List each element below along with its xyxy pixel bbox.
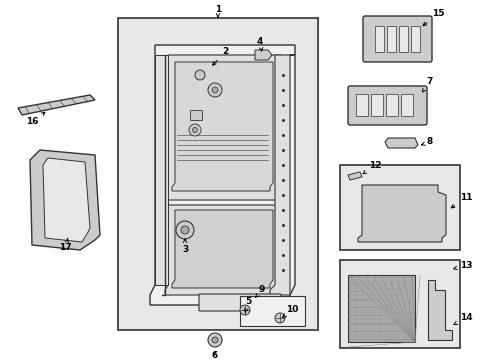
FancyBboxPatch shape	[348, 86, 427, 125]
Text: 7: 7	[422, 77, 433, 92]
Text: 11: 11	[451, 194, 472, 208]
Polygon shape	[385, 138, 418, 148]
Polygon shape	[165, 55, 281, 200]
Polygon shape	[172, 62, 273, 191]
Text: 9: 9	[256, 285, 265, 297]
Polygon shape	[150, 45, 295, 305]
Circle shape	[208, 333, 222, 347]
Bar	[386, 94, 398, 116]
Polygon shape	[165, 205, 281, 295]
Text: 4: 4	[257, 37, 263, 51]
Text: 3: 3	[182, 239, 188, 255]
Text: 8: 8	[421, 138, 433, 147]
Circle shape	[240, 305, 250, 315]
Circle shape	[275, 313, 285, 323]
Text: 1: 1	[215, 5, 221, 17]
FancyBboxPatch shape	[118, 18, 318, 330]
Bar	[375, 26, 384, 52]
Polygon shape	[43, 158, 90, 242]
Circle shape	[176, 221, 194, 239]
Polygon shape	[172, 210, 273, 288]
Text: 16: 16	[26, 112, 45, 126]
FancyBboxPatch shape	[240, 296, 305, 326]
Bar	[387, 26, 396, 52]
Polygon shape	[348, 275, 415, 342]
Text: 17: 17	[59, 238, 72, 252]
Polygon shape	[428, 280, 452, 340]
Text: 10: 10	[283, 306, 298, 318]
Text: 14: 14	[454, 314, 472, 324]
Circle shape	[193, 127, 197, 132]
Bar	[155, 55, 168, 285]
Circle shape	[208, 83, 222, 97]
Text: 5: 5	[245, 297, 251, 312]
Polygon shape	[255, 50, 272, 60]
Circle shape	[181, 226, 189, 234]
Text: 13: 13	[454, 261, 472, 270]
Polygon shape	[30, 150, 100, 250]
Bar	[356, 94, 368, 116]
Bar	[371, 94, 383, 116]
FancyBboxPatch shape	[199, 294, 281, 311]
Polygon shape	[270, 55, 295, 295]
FancyBboxPatch shape	[340, 165, 460, 250]
FancyBboxPatch shape	[363, 16, 432, 62]
Text: 6: 6	[212, 351, 218, 360]
Bar	[401, 94, 413, 116]
Bar	[411, 26, 420, 52]
Polygon shape	[358, 185, 446, 242]
Bar	[399, 26, 408, 52]
Polygon shape	[348, 172, 362, 180]
Text: 15: 15	[423, 9, 444, 26]
FancyBboxPatch shape	[340, 260, 460, 348]
Circle shape	[212, 87, 218, 93]
Bar	[190, 110, 202, 120]
Text: 12: 12	[363, 161, 381, 174]
Circle shape	[189, 124, 201, 136]
Polygon shape	[18, 95, 95, 115]
Circle shape	[195, 70, 205, 80]
Circle shape	[212, 337, 218, 343]
Text: 2: 2	[213, 48, 228, 65]
